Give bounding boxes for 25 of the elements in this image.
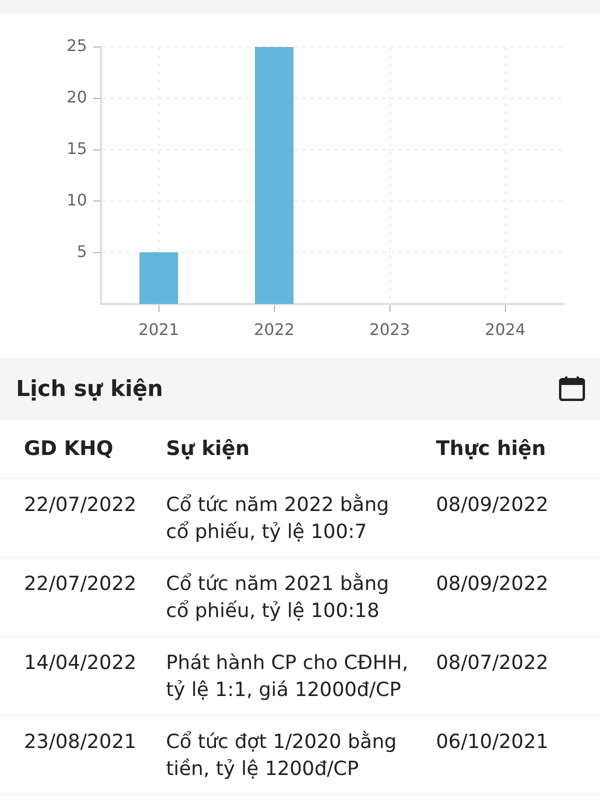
text: Sự kiện: [166, 420, 436, 478]
y-tick-label: 25: [66, 36, 87, 56]
text: 14/04/2022: [0, 636, 166, 716]
text: 22/07/2022: [0, 478, 166, 558]
y-tick-label: 10: [66, 190, 87, 210]
x-tick-label: 2021: [138, 320, 180, 339]
text: 08/07/2022: [436, 636, 600, 716]
text: 08/09/2022: [436, 478, 600, 558]
y-tick-label: 15: [66, 138, 87, 158]
text: Cổ tức năm 2021 bằng cổ phiếu, tỷ lệ 100:18: [166, 558, 436, 636]
y-tick-label: 5: [76, 242, 87, 261]
text: Cổ tức đợt 1/2020 bằng tiền, tỷ lệ 1200đ/CP: [166, 716, 436, 794]
text: Lịch sự kiện: [16, 376, 164, 402]
text: GD KHQ: [0, 420, 166, 478]
text: Cổ tức năm 2022 bằng cổ phiếu, tỷ lệ 100:7: [166, 478, 436, 558]
text: 08/09/2022: [436, 558, 600, 636]
text: Thực hiện: [436, 420, 600, 478]
text: 22/07/2022: [0, 558, 166, 636]
x-tick-label: 2022: [254, 320, 295, 339]
x-tick-label: 2023: [369, 320, 410, 339]
text: 06/10/2021: [436, 716, 600, 794]
y-tick-label: 20: [66, 88, 87, 107]
text: Phát hành CP cho CĐHH, tỷ lệ 1:1, giá 12000đ/CP: [166, 636, 436, 716]
x-tick-label: 2024: [484, 320, 526, 339]
text: 23/08/2021: [0, 716, 166, 794]
